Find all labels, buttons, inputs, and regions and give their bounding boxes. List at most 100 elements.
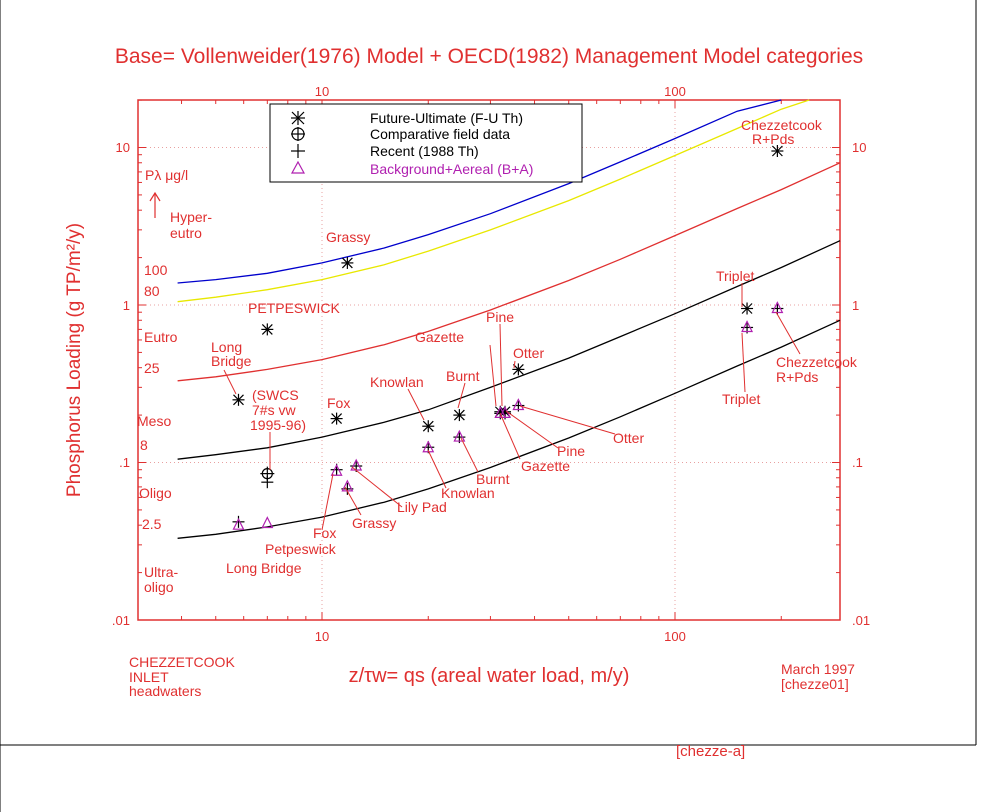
label-burnt-top: Burnt xyxy=(446,368,480,384)
label-chezzetcook-top-1: Chezzetcook xyxy=(741,117,823,133)
label-fox-bottom: Fox xyxy=(313,525,336,541)
label-pine-top: Pine xyxy=(486,309,514,325)
label-chezzetcook-bottom-2: R+Pds xyxy=(776,369,818,385)
label-petpeswick-bottom: Petpeswick xyxy=(265,541,337,557)
marker-asterisk-long-bridge xyxy=(232,393,245,406)
p-unit-label: Pλ μg/l xyxy=(145,167,188,183)
label-grassy-bottom: Grassy xyxy=(352,515,396,531)
curve-8 xyxy=(177,240,841,460)
marker-asterisk-otter xyxy=(512,363,525,376)
cut-off-label: [chezze-a] xyxy=(676,743,745,760)
hyper-label: Hyper- xyxy=(170,209,212,225)
marker-triangle-fox xyxy=(330,463,343,476)
marker-asterisk-petpeswick xyxy=(261,323,274,336)
marker-triangle-chezzetcook xyxy=(771,301,784,314)
plot-frame xyxy=(137,99,841,621)
label-triplet-top: Triplet xyxy=(716,268,754,284)
triangle-stroke xyxy=(330,463,343,476)
triangle-stroke xyxy=(771,301,784,314)
legend-circle-plus-icon xyxy=(291,127,305,141)
marker-asterisk-triplet xyxy=(741,302,754,315)
curve-25 xyxy=(177,162,841,382)
y-left-tick-1: 1 xyxy=(123,298,130,313)
ultra-label: Ultra- xyxy=(144,564,179,580)
footer-left-2: INLET xyxy=(129,669,169,685)
triangle-stroke xyxy=(422,440,435,453)
marker-asterisk-burnt xyxy=(453,409,466,422)
x-top-tick-10: 10 xyxy=(315,84,329,99)
footer-right-2: [chezze01] xyxy=(781,676,849,692)
footer-left-1: CHEZZETCOOK xyxy=(129,654,235,670)
curve-label-8: 8 xyxy=(140,437,148,453)
chart-title: Base= Vollenweider(1976) Model + OECD(19… xyxy=(115,45,863,68)
legend-label-background: Background+Aereal (B+A) xyxy=(370,161,533,177)
label-chezzetcook-top-2: R+Pds xyxy=(752,131,794,147)
y-axis-label: Phosphorus Loading (g TP/m²/y) xyxy=(64,223,85,497)
x-bottom-tick-10: 10 xyxy=(315,629,329,644)
label-long-bridge-top-2: Bridge xyxy=(211,353,252,369)
oligo-bottom-label: oligo xyxy=(144,579,174,595)
marker-asterisk-fox xyxy=(330,412,343,425)
y-right-tick-001: .01 xyxy=(852,613,870,628)
label-knowlan-bottom: Knowlan xyxy=(441,485,495,501)
meso-label: Meso xyxy=(137,413,171,429)
legend-plus-icon xyxy=(291,144,305,158)
label-long-bridge-bottom: Long Bridge xyxy=(226,560,302,576)
curve-label-80: 80 xyxy=(144,283,160,299)
label-long-bridge-top-1: Long xyxy=(211,339,242,355)
leader-lines xyxy=(223,283,801,531)
label-swcs-3: 1995-96) xyxy=(250,417,306,433)
marker-triangle-burnt xyxy=(453,429,466,442)
x-axis-label: z/τw= qs (areal water load, m/y) xyxy=(349,665,630,687)
eutro-top-label: eutro xyxy=(170,225,202,241)
triangle-stroke xyxy=(232,517,245,530)
legend: Future-Ultimate (F-U Th) Comparative fie… xyxy=(269,103,583,183)
marker-triangle-knowlan xyxy=(422,440,435,453)
legend-label-recent: Recent (1988 Th) xyxy=(370,143,479,159)
marker-triangle-long-bridge xyxy=(232,517,245,530)
label-gazette-top: Gazette xyxy=(415,329,464,345)
label-burnt-bottom: Burnt xyxy=(476,471,510,487)
label-swcs-2: 7#s vw xyxy=(252,402,296,418)
label-petpeswick-top: PETPESWICK xyxy=(248,300,340,316)
marker-asterisk-grassy xyxy=(341,256,354,269)
triangle-stroke xyxy=(741,320,754,333)
oligo-label: Oligo xyxy=(139,485,172,501)
x-top-tick-100: 100 xyxy=(664,84,686,99)
y-left-tick-10: 10 xyxy=(116,140,130,155)
legend-label-comparative: Comparative field data xyxy=(370,126,510,142)
label-swcs-1: (SWCS xyxy=(252,387,299,403)
y-right-tick-1: 1 xyxy=(852,298,859,313)
label-fox-top: Fox xyxy=(327,395,350,411)
curve-label-100: 100 xyxy=(144,262,168,278)
label-pine-bottom: Pine xyxy=(557,443,585,459)
y-left-tick-01: .1 xyxy=(119,455,130,470)
up-arrow-icon xyxy=(149,191,161,218)
label-knowlan-top: Knowlan xyxy=(370,374,424,390)
legend-label-future: Future-Ultimate (F-U Th) xyxy=(370,110,523,126)
curve-label-25: 25 xyxy=(144,360,160,376)
triangle-stroke xyxy=(453,429,466,442)
minor-ticks xyxy=(138,99,840,621)
marker-asterisk-chezzetcook xyxy=(771,145,784,158)
y-left-tick-001: .01 xyxy=(112,613,130,628)
legend-box xyxy=(269,103,583,183)
marker-triangle-otter xyxy=(512,398,525,411)
marker-plus-long-bridge xyxy=(232,515,245,528)
legend-triangle-icon xyxy=(290,160,306,174)
y-right-tick-10: 10 xyxy=(852,140,866,155)
x-bottom-tick-100: 100 xyxy=(664,629,686,644)
label-gazette-bottom: Gazette xyxy=(521,458,570,474)
curve-100 xyxy=(177,99,782,284)
curve-label-2-5: 2.5 xyxy=(142,516,162,532)
marker-triangle-petpeswick xyxy=(261,516,274,529)
marker-triangle-triplet xyxy=(741,320,754,333)
label-otter-bottom: Otter xyxy=(613,430,644,446)
label-grassy-top: Grassy xyxy=(326,229,370,245)
y-right-tick-01: .1 xyxy=(852,455,863,470)
label-otter-top: Otter xyxy=(513,345,544,361)
triangle-stroke xyxy=(512,398,525,411)
curve-80 xyxy=(177,99,810,303)
footer-right-1: March 1997 xyxy=(781,661,855,677)
